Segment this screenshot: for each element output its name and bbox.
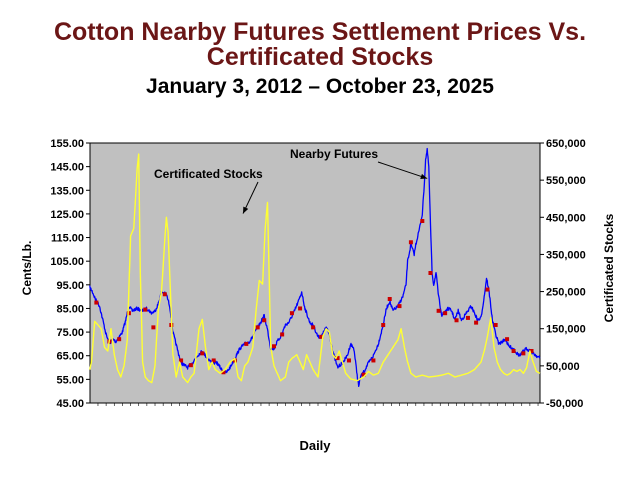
annotation-layer: Nearby Futures Certificated Stocks xyxy=(154,147,428,214)
futures-marker xyxy=(188,363,193,368)
series-layer xyxy=(89,147,541,388)
left-tick-label: 145.00 xyxy=(50,162,84,174)
futures-marker xyxy=(381,323,386,327)
futures-marker xyxy=(117,337,122,342)
left-tick-label: 95.00 xyxy=(56,280,84,292)
y-axis-right-label: Certificated Stocks xyxy=(602,213,616,322)
left-tick-label: 125.00 xyxy=(50,209,84,221)
futures-marker xyxy=(244,341,249,346)
futures-marker xyxy=(143,307,148,312)
futures-marker xyxy=(311,325,316,330)
futures-marker xyxy=(529,349,534,353)
right-tick-label: 250,000 xyxy=(546,287,586,299)
futures-marker xyxy=(428,271,433,275)
futures-marker xyxy=(521,351,526,356)
futures-marker xyxy=(262,318,267,323)
right-tick-label: 450,000 xyxy=(546,212,586,224)
futures-marker xyxy=(493,323,498,327)
futures-marker xyxy=(280,332,285,337)
x-axis xyxy=(97,403,539,406)
left-tick-label: 55.00 xyxy=(56,374,84,386)
futures-marker xyxy=(408,240,413,245)
chart-title: Cotton Nearby Futures Settlement Prices … xyxy=(53,18,587,71)
stocks-line xyxy=(89,153,541,384)
annotation-nearby-futures: Nearby Futures xyxy=(290,147,378,161)
futures-marker xyxy=(94,300,99,305)
right-tick-label: 150,000 xyxy=(546,324,586,336)
futures-marker xyxy=(474,320,479,325)
annotation-pointer xyxy=(377,161,428,179)
left-tick-label: 135.00 xyxy=(50,185,84,197)
right-axis: 650,000 550,000 450,000 350,000 250,000 150,0… xyxy=(540,138,586,410)
annotation-arrowhead xyxy=(243,206,249,214)
right-tick-label: -50,000 xyxy=(546,398,583,410)
futures-marker xyxy=(200,351,205,356)
futures-marker xyxy=(289,311,294,316)
left-tick-label: 85.00 xyxy=(56,303,84,315)
futures-marker xyxy=(126,311,131,316)
futures-marker xyxy=(335,356,340,361)
left-axis: 155.00 145.00 135.00 125.00 115.00 105.00 95.0… xyxy=(50,138,90,410)
left-tick-label: 75.00 xyxy=(56,327,84,339)
futures-marker xyxy=(454,318,459,323)
annotation-arrowhead xyxy=(420,173,428,179)
futures-marker xyxy=(443,311,448,316)
futures-marker xyxy=(436,308,441,313)
futures-marker xyxy=(420,219,425,223)
x-axis-label: Daily xyxy=(299,438,331,453)
y-axis-left-label: Cents/Lb. xyxy=(20,241,34,296)
chart-subtitle: January 3, 2012 – October 23, 2025 xyxy=(146,75,494,98)
right-tick-label: 50,000 xyxy=(546,361,580,373)
annotation-certificated-stocks: Certificated Stocks xyxy=(154,167,263,181)
futures-marker xyxy=(465,315,470,320)
futures-marker xyxy=(371,358,376,363)
futures-marker xyxy=(387,297,392,301)
futures-marker xyxy=(505,337,510,342)
futures-marker xyxy=(319,334,324,339)
right-tick-label: 550,000 xyxy=(546,175,586,187)
futures-marker xyxy=(485,287,490,292)
futures-marker xyxy=(221,370,226,375)
futures-marker xyxy=(255,325,260,330)
futures-marker xyxy=(179,358,184,363)
right-tick-label: 350,000 xyxy=(546,249,586,261)
futures-marker xyxy=(211,358,216,363)
futures-marker xyxy=(361,372,366,377)
left-tick-label: 155.00 xyxy=(50,138,84,150)
futures-marker xyxy=(511,349,516,353)
futures-marker xyxy=(397,304,402,309)
plot-area xyxy=(89,142,541,404)
futures-marker xyxy=(151,325,156,330)
left-tick-label: 115.00 xyxy=(51,233,84,245)
futures-marker xyxy=(162,292,167,297)
futures-marker xyxy=(298,306,303,311)
left-tick-label: 65.00 xyxy=(56,351,84,363)
right-tick-label: 650,000 xyxy=(546,138,586,150)
futures-marker xyxy=(271,344,276,349)
left-tick-label: 45.00 xyxy=(56,398,84,410)
left-tick-label: 105.00 xyxy=(50,256,84,268)
futures-marker xyxy=(346,358,351,363)
